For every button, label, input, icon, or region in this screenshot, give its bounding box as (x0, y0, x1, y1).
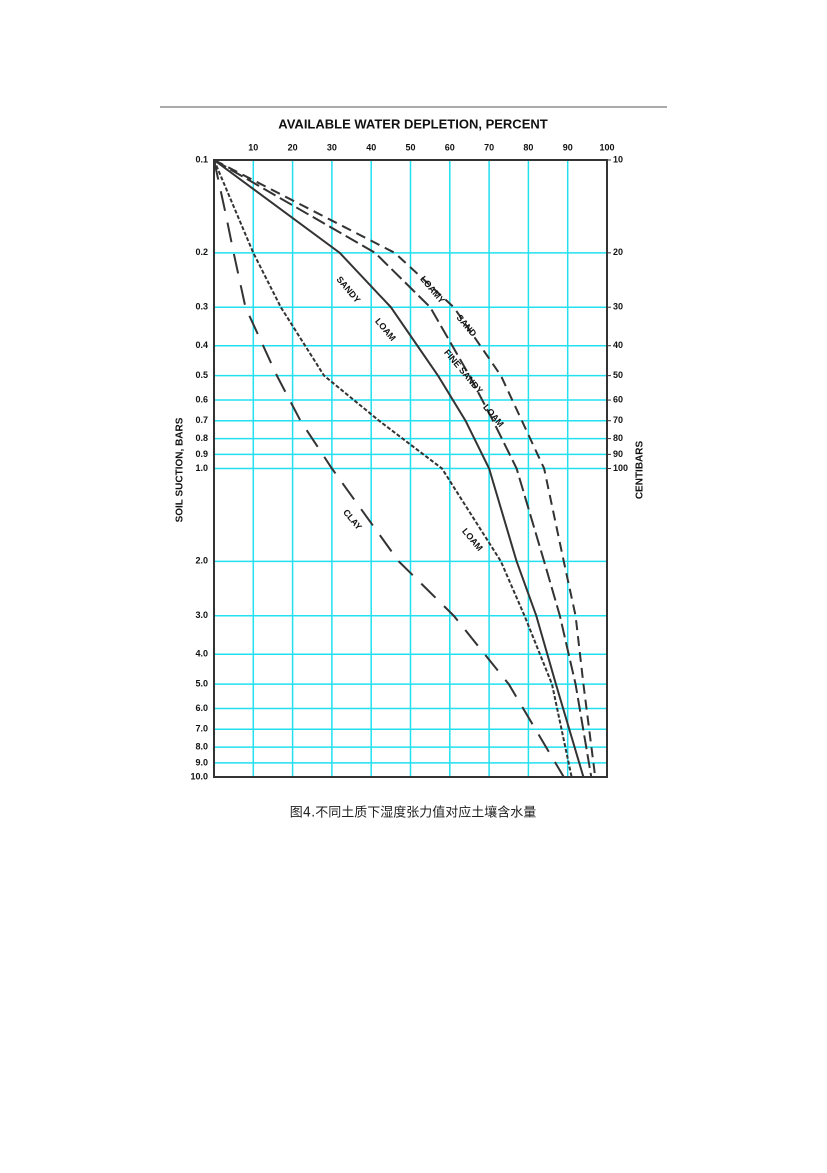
y-tick-label: 7.0 (195, 724, 208, 734)
y-tick-label: 0.7 (195, 415, 208, 425)
x-tick-label: 10 (248, 142, 258, 152)
caption: 图4.不同土质下湿度张力值对应土壤含水量 (290, 805, 536, 821)
y-tick-label: 8.0 (195, 741, 208, 751)
y2-tick-label: 50 (613, 370, 623, 380)
y2-tick-label: 30 (613, 302, 623, 312)
y-tick-label: 1.0 (195, 463, 208, 473)
y2-tick-label: 70 (613, 415, 623, 425)
y-axis-label: SOIL SUCTION, BARS (175, 417, 186, 522)
x-tick-label: 40 (366, 142, 376, 152)
y-tick-label: 0.1 (195, 154, 208, 164)
plot-frame (213, 159, 608, 778)
x-tick-label: 50 (405, 142, 415, 152)
y-tick-label: 3.0 (195, 610, 208, 620)
chart-title: AVAILABLE WATER DEPLETION, PERCENT (278, 116, 547, 131)
y2-tick-label: 100 (613, 463, 628, 473)
y-tick-label: 0.9 (195, 449, 208, 459)
y-tick-label: 9.0 (195, 757, 208, 767)
y2-tick-label: 40 (613, 340, 623, 350)
y-tick-label: 0.5 (195, 370, 208, 380)
y-tick-label: 5.0 (195, 679, 208, 689)
y-tick-label: 0.3 (195, 302, 208, 312)
x-tick-label: 20 (288, 142, 298, 152)
y-tick-label: 0.8 (195, 433, 208, 443)
y2-axis-label: CENTIBARS (635, 441, 646, 500)
curve (213, 159, 585, 778)
x-tick-label: 60 (445, 142, 455, 152)
y-tick-label: 6.0 (195, 703, 208, 713)
y2-tick-label: 60 (613, 394, 623, 404)
curve (213, 159, 565, 778)
x-tick-label: 100 (599, 142, 614, 152)
y2-tick-label: 90 (613, 449, 623, 459)
x-tick-label: 80 (523, 142, 533, 152)
x-tick-label: 70 (484, 142, 494, 152)
curve (213, 159, 593, 778)
y-tick-label: 10.0 (190, 771, 208, 781)
y-tick-label: 4.0 (195, 649, 208, 659)
y2-tick-label: 20 (613, 247, 623, 257)
y-tick-label: 0.4 (195, 340, 208, 350)
y2-tick-label: 80 (613, 433, 623, 443)
y-tick-label: 0.6 (195, 394, 208, 404)
y2-tick-label: 10 (613, 154, 623, 164)
y-tick-label: 2.0 (195, 556, 208, 566)
x-tick-label: 30 (327, 142, 337, 152)
x-tick-label: 90 (563, 142, 573, 152)
curve (213, 159, 597, 778)
y-tick-label: 0.2 (195, 247, 208, 257)
